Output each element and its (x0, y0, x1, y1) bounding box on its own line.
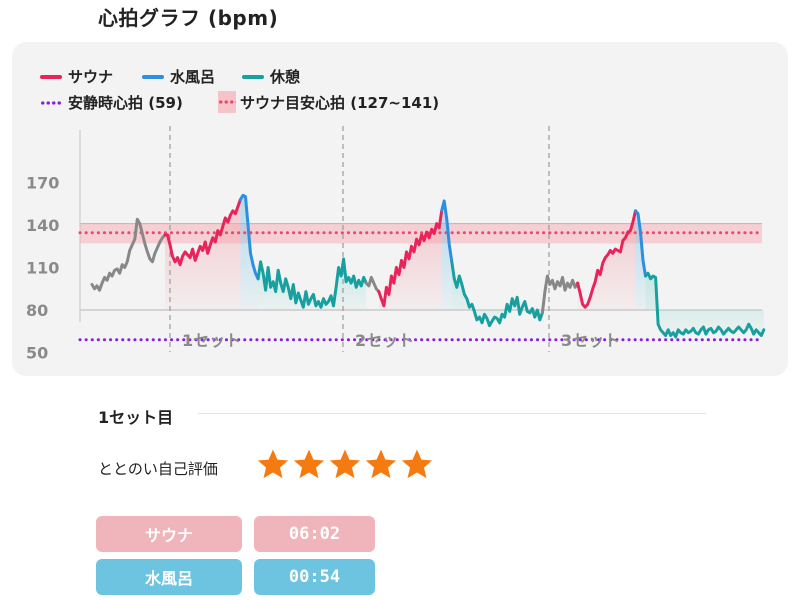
legend-sauna: サウナ (40, 66, 113, 87)
other-series-line (540, 274, 580, 315)
legend-cold-bath-swatch (142, 74, 164, 79)
sauna-area-fill (164, 199, 241, 310)
legend-sauna-swatch (40, 74, 62, 79)
sauna-series-line (576, 209, 637, 309)
sauna-series-line (377, 209, 444, 308)
rest-series-line (450, 260, 544, 328)
rest-series-line (644, 271, 766, 339)
sauna-time-value: 06:02 (254, 516, 375, 552)
rating-stars (256, 447, 434, 481)
legend-cold-bath-label: 水風呂 (170, 68, 216, 86)
legend-target-hr-swatch (218, 91, 236, 113)
star-icon (329, 449, 361, 479)
legend-rest-swatch (242, 74, 264, 79)
legend-resting-hr-label: 安静時心拍 (59) (68, 94, 183, 112)
section-divider (198, 413, 706, 414)
legend-cold-bath: 水風呂 (142, 66, 215, 87)
sauna-area-fill (577, 210, 636, 310)
y-tick-label: 80 (26, 301, 48, 320)
cold-bath-series-line (634, 209, 647, 278)
cold-bath-area-fill (635, 210, 646, 310)
y-tick-label: 110 (26, 259, 59, 278)
rest-area-fill (451, 261, 543, 326)
section-title: 1セット目 (98, 408, 174, 427)
other-series-line (364, 275, 381, 294)
legend-rest: 休憩 (242, 66, 300, 87)
y-tick-label: 140 (26, 216, 59, 235)
set-label: 3セット (561, 331, 620, 350)
cold-bath-series-line (238, 193, 260, 281)
set-label: 1セット (182, 331, 241, 350)
rest-area-fill (645, 273, 764, 337)
chart-card: サウナ 水風呂 休憩 安静時心拍 (59) サウナ目安心拍 (127~141) … (12, 42, 788, 376)
legend-target-hr: サウナ目安心拍 (127~141) (218, 91, 439, 113)
rating-label: ととのい自己評価 (98, 460, 218, 478)
cold-bath-time-value: 00:54 (254, 559, 375, 595)
page-title: 心拍グラフ (bpm) (98, 6, 279, 30)
cold-bath-time-label: 水風呂 (96, 559, 242, 595)
cold-bath-area-fill (441, 200, 452, 310)
set-label: 2セット (355, 331, 414, 350)
other-series-line (90, 217, 167, 292)
rest-series-line (256, 257, 368, 309)
legend-resting-hr: 安静時心拍 (59) (40, 92, 183, 113)
y-tick-label: 50 (26, 344, 48, 363)
star-icon (257, 449, 289, 479)
sauna-series-line (163, 198, 242, 267)
star-icon (401, 449, 433, 479)
cold-bath-series-line (440, 199, 454, 264)
y-tick-label: 170 (26, 174, 59, 193)
sauna-time-label: サウナ (96, 516, 242, 552)
legend-rest-label: 休憩 (270, 68, 301, 86)
legend-sauna-label: サウナ (68, 68, 114, 86)
star-icon (293, 449, 325, 479)
legend-target-hr-label: サウナ目安心拍 (127~141) (240, 93, 440, 112)
legend-resting-hr-swatch (40, 100, 62, 105)
heart-rate-chart: 170 140 110 80 50 1セット 2セット 3セット (26, 126, 766, 363)
star-icon (365, 449, 397, 479)
